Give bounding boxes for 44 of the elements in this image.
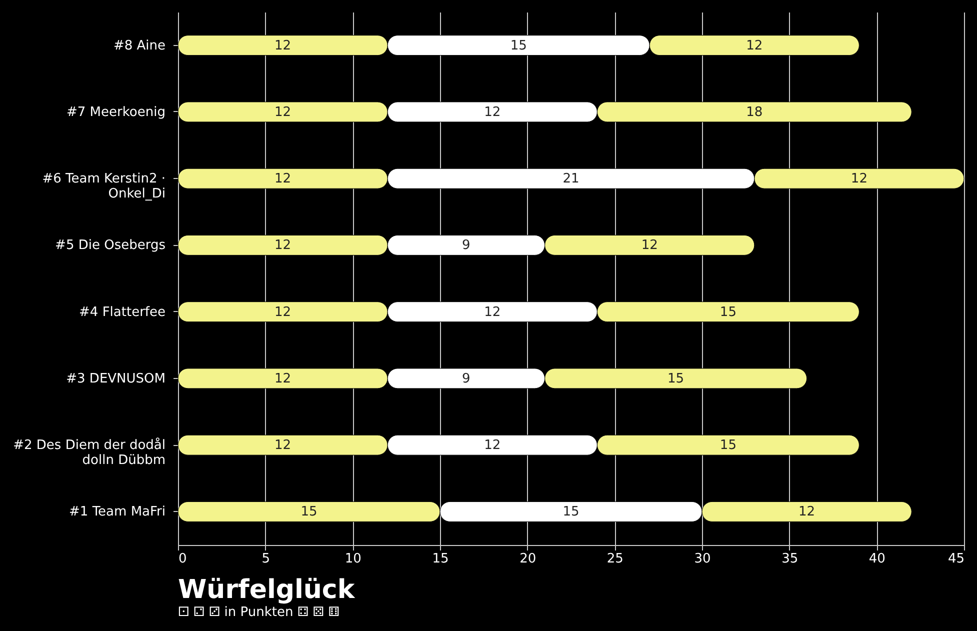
data-label: 12 bbox=[798, 504, 816, 520]
data-label: 12 bbox=[274, 371, 292, 386]
data-label: 18 bbox=[746, 104, 763, 120]
data-label: 12 bbox=[274, 172, 292, 187]
data-label: 15 bbox=[510, 38, 527, 54]
x-tick-label: 35 bbox=[782, 552, 798, 566]
y-tick-label: #3 DEVNUSOM bbox=[66, 371, 166, 386]
data-label: 12 bbox=[274, 38, 292, 54]
x-tick-label: 30 bbox=[694, 552, 711, 566]
y-tick-label: #8 Aine bbox=[113, 38, 166, 54]
data-label: 12 bbox=[274, 304, 292, 320]
y-tick-label: #6 Team Kerstin2 · Onkel_Di bbox=[42, 172, 166, 202]
data-label: 12 bbox=[274, 104, 292, 120]
data-label: 9 bbox=[462, 371, 470, 386]
y-tick-label: #2 Des Diem der dodål dolln Dübbm bbox=[13, 437, 166, 468]
data-label: 15 bbox=[562, 504, 580, 520]
y-tick-label: #5 Die Osebergs bbox=[55, 238, 166, 254]
data-label: 12 bbox=[274, 438, 292, 454]
data-label: 12 bbox=[850, 172, 868, 187]
y-tick-label: #1 Team MaFri bbox=[69, 504, 166, 520]
data-label: 15 bbox=[668, 371, 684, 386]
data-label: 12 bbox=[484, 304, 501, 320]
data-label: 15 bbox=[300, 504, 318, 520]
text: ⚀ ⚁ ⚂ in Punkten ⚃ ⚄ ⚅ bbox=[178, 605, 340, 620]
x-tick-label: 10 bbox=[344, 552, 362, 566]
data-label: 15 bbox=[720, 304, 736, 320]
data-label: 21 bbox=[562, 172, 580, 187]
x-tick-label: 0 bbox=[178, 552, 187, 566]
x-tick-label: 20 bbox=[520, 552, 536, 566]
data-label: 12 bbox=[484, 104, 501, 120]
data-label: 15 bbox=[720, 438, 736, 454]
data-label: 12 bbox=[746, 38, 763, 54]
data-label: 12 bbox=[484, 438, 501, 454]
x-tick-label: 45 bbox=[948, 552, 964, 566]
y-tick-label: #4 Flatterfee bbox=[79, 304, 166, 320]
x-tick-label: 40 bbox=[868, 552, 886, 566]
y-tick-label: #7 Meerkoenig bbox=[66, 104, 166, 120]
data-label: 12 bbox=[274, 238, 292, 254]
data-label: 9 bbox=[462, 238, 470, 254]
x-tick-label: 15 bbox=[432, 552, 449, 566]
x-tick-label: 25 bbox=[606, 552, 624, 566]
x-tick-label: 5 bbox=[262, 552, 270, 566]
text: Würfelglück bbox=[178, 575, 356, 605]
data-label: 12 bbox=[641, 238, 658, 254]
